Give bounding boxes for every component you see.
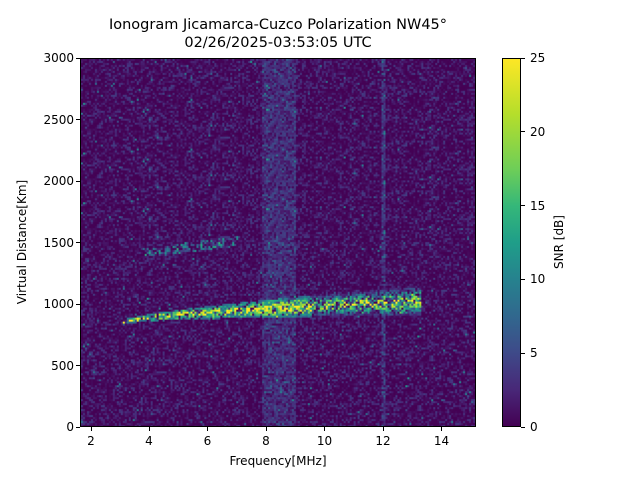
colorbar-tick-mark: [521, 279, 525, 280]
x-tick-6: 6: [203, 434, 212, 448]
x-tick-mark: [91, 427, 92, 431]
x-tick-mark: [266, 427, 267, 431]
colorbar-tick-0: 0: [530, 420, 538, 434]
x-axis-label: Frequency[MHz]: [229, 454, 327, 468]
colorbar-tick-20: 20: [530, 124, 546, 139]
x-tick-mark: [324, 427, 325, 431]
x-tick-4: 4: [145, 434, 153, 448]
y-tick-2000: 2000: [43, 174, 74, 188]
y-tick-500: 500: [51, 358, 74, 373]
x-tick-12: 12: [375, 434, 391, 448]
colorbar: [502, 58, 521, 427]
x-tick-mark: [383, 427, 384, 431]
y-tick-3000: 3000: [43, 51, 74, 65]
chart-title-line1: Ionogram Jicamarca-Cuzco Polarization NW…: [108, 17, 448, 33]
y-tick-0: 0: [66, 420, 74, 434]
y-tick-mark: [76, 119, 80, 120]
x-tick-8: 8: [262, 434, 270, 448]
colorbar-tick-15: 15: [530, 198, 546, 213]
colorbar-label: SNR [dB]: [552, 215, 566, 269]
chart-title-line2: 02/26/2025-03:53:05 UTC: [184, 35, 372, 51]
colorbar-tick-10: 10: [530, 272, 546, 287]
y-tick-mark: [76, 427, 80, 428]
y-tick-mark: [76, 304, 80, 305]
y-tick-mark: [76, 365, 80, 366]
ionogram-heatmap: [80, 58, 476, 427]
heatmap-canvas: [81, 59, 475, 426]
y-tick-1000: 1000: [43, 297, 74, 311]
colorbar-tick-mark: [521, 131, 525, 132]
x-tick-2: 2: [87, 434, 95, 448]
colorbar-tick-mark: [521, 353, 525, 354]
x-tick-mark: [149, 427, 150, 431]
colorbar-tick-mark: [521, 58, 525, 59]
y-tick-mark: [76, 181, 80, 182]
colorbar-tick-mark: [521, 205, 525, 206]
y-axis-label: Virtual Distance[Km]: [15, 179, 29, 305]
colorbar-tick-mark: [521, 427, 525, 428]
colorbar-tick-5: 5: [530, 346, 538, 361]
x-tick-mark: [207, 427, 208, 431]
colorbar-tick-25: 25: [530, 51, 546, 65]
x-tick-14: 14: [433, 434, 450, 448]
y-tick-mark: [76, 242, 80, 243]
x-tick-mark: [441, 427, 442, 431]
y-tick-1500: 1500: [43, 235, 74, 250]
y-tick-2500: 2500: [43, 112, 74, 127]
y-tick-mark: [76, 58, 80, 59]
x-tick-10: 10: [316, 434, 333, 448]
